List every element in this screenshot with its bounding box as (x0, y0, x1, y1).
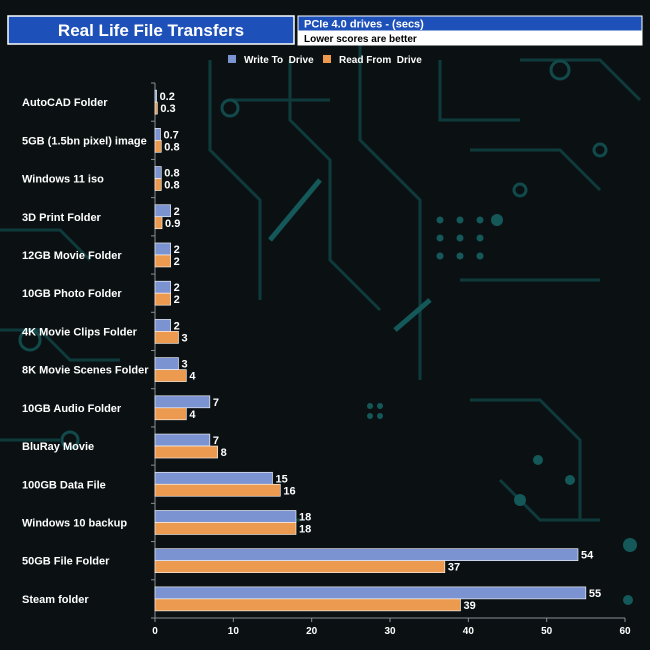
bar-read (154, 292, 171, 306)
value-label-read: 37 (448, 562, 460, 574)
category-label: Steam folder (22, 594, 89, 606)
plot-area: 0 10 20 30 40 50 60 AutoCAD Folder 0.20.3 5GB (1.… (22, 82, 631, 637)
category-label: 100GB Data File (22, 479, 106, 491)
bar-read (154, 140, 162, 153)
bar-write (154, 242, 171, 256)
value-label-write: 54 (581, 550, 594, 562)
value-label-write: 0.7 (163, 129, 178, 141)
bar-read (154, 178, 162, 191)
value-label-read: 16 (283, 485, 295, 497)
bar-write (154, 586, 587, 600)
value-label-read: 0.3 (160, 103, 175, 115)
category-label: 10GB Audio Folder (22, 403, 122, 415)
bar-read (154, 254, 171, 268)
title-banner (7, 15, 295, 45)
bar-write (154, 319, 171, 332)
value-label-read: 0.8 (164, 180, 179, 192)
value-label-read: 3 (182, 332, 188, 344)
chart-subtitle: PCIe 4.0 drives - (secs) (304, 19, 424, 31)
legend-swatch-write (228, 55, 236, 63)
legend-label-write: Write To Drive (244, 55, 314, 66)
bar-write (154, 204, 171, 218)
chart-note: Lower scores are better (304, 34, 417, 45)
bar-write (154, 89, 157, 103)
x-tick-label: 0 (152, 626, 158, 637)
category-label: 50GB File Folder (22, 556, 110, 568)
category-label: 8K Movie Scenes Folder (22, 365, 149, 377)
bar-read (154, 483, 281, 497)
category-label: 4K Movie Clips Folder (22, 326, 138, 338)
bar-write (154, 128, 161, 141)
value-label-write: 2 (174, 282, 180, 294)
bar-write (154, 548, 579, 561)
bar-read (154, 331, 179, 344)
bar-read (154, 522, 297, 535)
x-tick-label: 60 (619, 626, 631, 637)
x-tick-label: 40 (463, 626, 475, 637)
chart-title: Real Life File Transfers (58, 21, 244, 40)
x-tick-label: 50 (541, 626, 553, 637)
bar-write (154, 395, 211, 409)
value-label-read: 2 (174, 294, 180, 306)
note-banner (297, 30, 643, 46)
value-label-read: 4 (189, 409, 196, 421)
value-label-write: 2 (174, 206, 180, 218)
x-tick-label: 10 (228, 626, 240, 637)
value-label-read: 4 (189, 371, 196, 383)
category-label: 10GB Photo Folder (22, 288, 122, 300)
value-label-read: 2 (174, 256, 180, 268)
value-label-write: 2 (174, 244, 180, 256)
category-label: 5GB (1.5bn pixel) image (22, 135, 147, 147)
value-label-read: 8 (221, 447, 227, 459)
value-label-read: 0.8 (164, 141, 179, 153)
bar-write (154, 166, 162, 179)
value-label-read: 39 (464, 600, 476, 612)
bar-write (154, 280, 171, 294)
bar-read (154, 216, 163, 230)
bar-read (154, 101, 158, 115)
x-tick-label: 20 (306, 626, 318, 637)
category-label: Windows 10 backup (22, 517, 127, 529)
legend-label-read: Read From Drive (339, 55, 422, 66)
category-label: 12GB Movie Folder (22, 250, 122, 262)
value-label-write: 7 (213, 397, 219, 409)
value-label-write: 2 (174, 320, 180, 332)
legend-swatch-read (323, 55, 331, 63)
bar-read (154, 560, 446, 573)
x-tick-label: 30 (384, 626, 396, 637)
category-label: 3D Print Folder (22, 212, 102, 224)
value-label-write: 0.8 (164, 168, 179, 180)
legend: Write To Drive Read From Drive (228, 55, 422, 66)
bar-read (154, 369, 187, 382)
bar-write (154, 433, 211, 447)
category-label: BluRay Movie (22, 441, 94, 453)
value-label-read: 18 (299, 523, 311, 535)
bar-write (154, 510, 297, 523)
bar-read (154, 407, 187, 421)
value-label-write: 55 (589, 588, 601, 600)
value-label-write: 0.2 (160, 91, 175, 103)
value-label-write: 15 (276, 473, 288, 485)
category-label: Windows 11 iso (22, 174, 104, 186)
value-label-write: 3 (182, 359, 188, 371)
bar-read (154, 445, 218, 459)
bar-write (154, 357, 179, 370)
value-label-write: 7 (213, 435, 219, 447)
category-label: AutoCAD Folder (22, 97, 108, 109)
bar-read (154, 598, 461, 612)
value-label-write: 18 (299, 511, 311, 523)
value-label-read: 0.9 (165, 218, 180, 230)
bar-write (154, 471, 273, 485)
